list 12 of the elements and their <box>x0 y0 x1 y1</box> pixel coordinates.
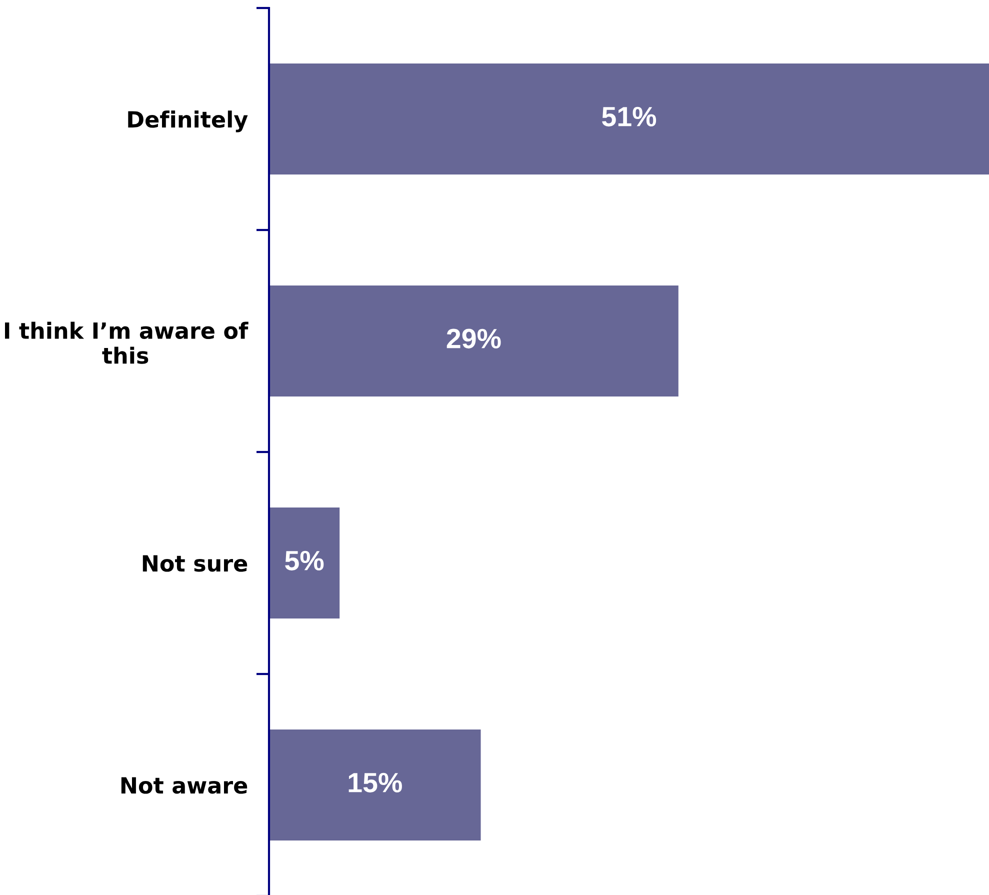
bar <box>269 64 989 174</box>
bar <box>269 508 340 618</box>
data-label: 5% <box>285 550 324 570</box>
y-tick-label: Definitely <box>128 110 248 132</box>
y-tick-label: Not aware <box>121 777 248 794</box>
y-tick-label: I think I’m aware of this <box>4 322 248 364</box>
data-label: 29% <box>446 328 501 348</box>
bar <box>269 286 678 396</box>
data-label: 51% <box>602 106 656 126</box>
bar <box>269 730 481 840</box>
data-label: 15% <box>348 772 402 792</box>
y-tick-label: Not sure <box>142 555 248 572</box>
